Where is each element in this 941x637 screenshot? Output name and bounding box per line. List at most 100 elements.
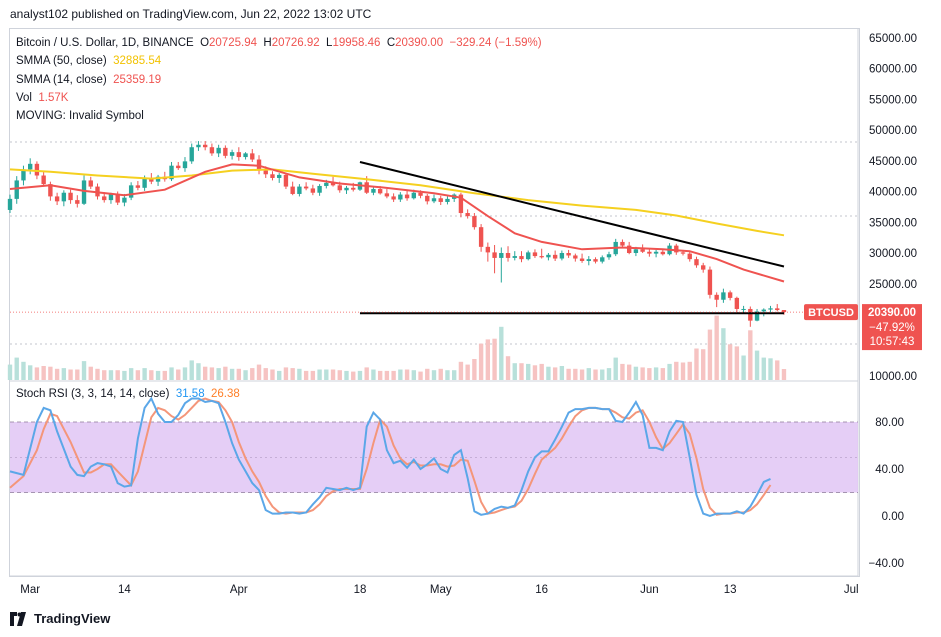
legend-sma14-row[interactable]: SMMA (14, close) 25359.19 [16,71,542,89]
candle-body [418,192,423,196]
moving-averages [9,163,785,283]
volume-bars [7,315,787,380]
volume-bar [465,364,470,380]
price-tick-label: 45000.00 [869,156,917,168]
time-tick-label: 16 [535,584,548,596]
volume-bar [108,370,114,380]
volume-bar [741,355,746,380]
volume-bar [613,357,618,380]
legend-moving-row[interactable]: MOVING: Invalid Symbol [16,107,542,125]
time-tick-label: 13 [724,584,737,596]
low-value: 19958.46 [332,37,381,49]
volume-bar [149,370,154,380]
volume-bar [431,370,437,380]
candle-body [573,255,578,259]
volume-bar [680,362,686,380]
candle-body [754,311,760,321]
volume-bar [458,361,464,380]
candle-body [290,186,295,194]
tradingview-brand[interactable]: TradingView [10,611,110,626]
candle-body [701,265,706,270]
volume-bar [243,370,248,380]
candle-body [317,185,322,193]
volume-bar [472,359,477,380]
candle-body [768,308,773,310]
volume-bar [155,370,161,380]
candle-body [384,193,390,197]
time-tick-label: Jun [640,584,659,596]
volume-bar [162,370,167,380]
candle-body [499,253,504,258]
price-badges: BTCUSD 20390.00 −47.92% 10:57:43 [10,304,922,351]
candle-body [351,187,356,190]
candle-body [445,198,450,202]
volume-bar [701,349,706,380]
candle-body [209,147,215,154]
candle-body [660,251,666,255]
candle-body [236,152,242,158]
legend-volume-row[interactable]: Vol 1.57K [16,89,542,107]
volume-bar [128,368,134,380]
candle-body [559,253,565,259]
stoch-k-line [9,396,771,518]
candle-body [626,245,632,253]
stoch-legend[interactable]: Stoch RSI (3, 3, 14, 14, close) 31.58 26… [16,388,240,400]
stoch-tick-label: −40.00 [869,558,905,570]
volume-bar [81,361,87,380]
candle-body [600,257,605,262]
high-value: 20726.92 [271,37,320,49]
volume-bar [223,366,228,380]
volume-bar [438,368,443,380]
sma14-label: SMMA (14, close) [16,73,107,86]
volume-bar [660,368,666,380]
volume-bar [707,329,713,380]
legend-sma50-row[interactable]: SMMA (50, close) 32885.54 [16,52,542,70]
time-tick-label: 14 [118,584,131,596]
volume-bar [775,360,780,380]
volume-bar [593,369,598,380]
candle-body [196,144,201,148]
legend-symbol-row[interactable]: Bitcoin / U.S. Dollar, 1D, BINANCE O2072… [16,34,542,52]
volume-bar [229,368,235,380]
candle-body [250,153,255,160]
volume-bar [600,369,605,380]
stoch-d-line [9,397,772,516]
volume-bar [54,368,60,380]
volume-bar [734,346,740,380]
candle-body [115,193,120,203]
volume-bar [21,361,26,380]
volume-bar [425,368,430,380]
volume-bar [48,366,53,380]
candle-body [492,252,497,258]
volume-bar [384,370,390,380]
volume-bar [653,367,659,380]
price-badge-countdown: 10:57:43 [870,336,915,348]
volume-bar [68,369,73,380]
volume-bar [640,367,645,380]
volume-bar [485,339,491,380]
volume-bar [526,363,531,380]
candle-body [465,213,470,217]
volume-bar [674,361,679,380]
price-tick-label: 50000.00 [869,125,917,137]
time-tick-label: Apr [230,584,248,596]
volume-bar [398,369,403,380]
volume-bar [28,365,33,380]
volume-bar [492,338,497,380]
candle-body [478,227,484,247]
candle-body [566,253,571,256]
volume-bar [256,364,262,380]
stoch-tick-label: 0.00 [882,511,904,523]
stoch-label: Stoch RSI (3, 3, 14, 14, close) [16,388,170,400]
volume-bar [176,369,181,380]
candle-body [552,254,558,259]
volume-bar [344,370,349,380]
candle-body [330,182,336,186]
brand-name: TradingView [34,611,111,626]
candle-body [128,185,134,198]
volume-bar [14,357,19,380]
candles [7,141,787,327]
volume-bar [364,367,369,380]
volume-bar [75,369,80,380]
